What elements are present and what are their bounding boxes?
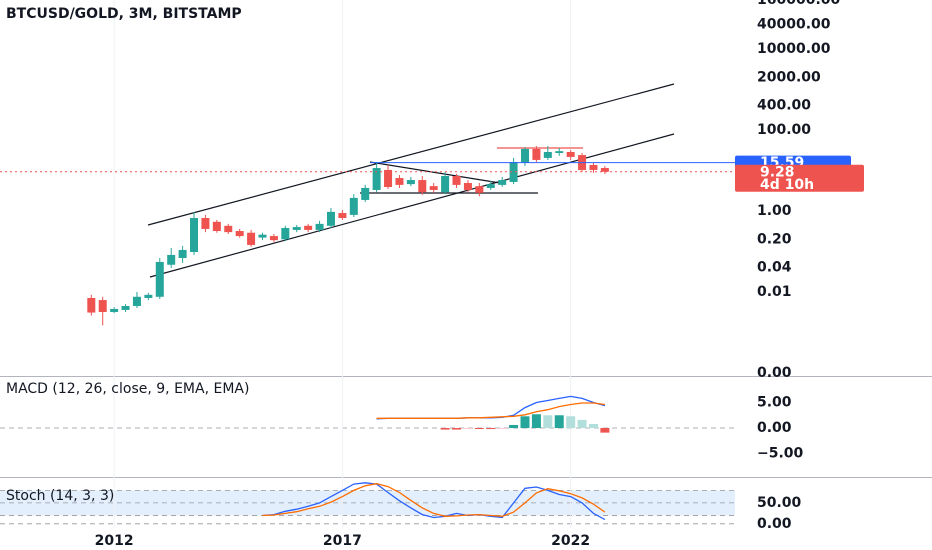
candle-body [121,306,130,310]
candle-body [235,231,244,237]
candle-body [132,296,141,307]
histogram-bar [577,419,587,429]
candle-body [361,187,370,200]
y-tick-label: 0.20 [757,231,792,247]
candle-body [269,236,278,241]
candle-body [167,254,176,265]
candle-body [155,261,164,297]
candle-body [452,176,461,185]
candle-body [304,225,313,230]
candle-body [566,151,575,157]
candle-body [281,227,290,240]
candle-body [600,168,609,172]
histogram-bar [600,428,610,433]
y-tick-label: 2000.00 [757,69,821,85]
candle-body [98,300,107,312]
histogram-bar [566,416,576,429]
candle-body [87,297,96,313]
histogram-bar [531,414,541,429]
candle-body [395,178,404,185]
price-tag [735,164,864,192]
y-tick-label: 0.00 [757,365,792,381]
candle-body [532,148,541,160]
y-tick-label: 400.00 [757,98,811,114]
candle-body [555,151,564,154]
candle-body [418,180,427,193]
y-tick-label: 1.00 [757,203,792,219]
candle-body [406,180,415,185]
histogram-bar [497,428,507,430]
candle-body [486,184,495,188]
histogram-bar [486,428,496,430]
chart-title: BTCUSD/GOLD, 3M, BITSTAMP [6,6,242,22]
candle-body [509,161,518,182]
candle-body [201,218,210,229]
x-tick-label: 2012 [95,533,134,549]
y-tick-label: 10000.00 [757,41,831,57]
trend-line [147,83,675,226]
candle-body [441,176,450,193]
y-tick-label: −5.00 [757,446,804,462]
drawings [147,83,675,278]
histogram-bar [543,415,553,429]
trend-line [369,161,501,184]
y-tick-label: 100.00 [757,122,811,138]
candle-body [326,211,335,226]
candle-body [589,164,598,170]
y-tick-label: 0.00 [757,516,792,532]
x-tick-label: 2022 [551,533,590,549]
histogram-bar [554,415,564,429]
y-tick-label: 0.04 [757,260,792,276]
d-line [262,483,606,517]
signal-line [376,402,605,419]
y-tick-label: 5.00 [757,395,792,411]
indicator-title: Stoch (14, 3, 3) [6,488,114,504]
trend-line [149,133,675,278]
candle-body [543,151,552,158]
histogram-bar [440,428,450,430]
candle-body [144,294,153,298]
candle-body [224,225,233,233]
candle-body [292,227,301,230]
y-tick-label: 0.01 [757,284,792,300]
countdown-label: 4d 10h [760,177,814,193]
y-tick-label: 160000.00 [757,0,841,8]
candle-body [258,234,267,238]
k-line [262,482,606,521]
grid-layer [0,0,735,528]
candle-body [178,249,187,258]
candle-body [463,183,472,190]
candle-body [110,308,119,312]
histogram-bar [474,428,484,430]
candle-body [384,169,393,188]
histogram-bar [509,424,519,429]
candle-body [521,148,529,163]
y-tick-label: 0.00 [757,420,792,436]
candle-body [372,168,381,190]
histogram-bar [452,428,462,430]
price-tag-label: 9.28 [760,164,795,180]
histogram-bar [463,428,473,430]
histogram-bar [520,416,530,429]
candle-body [190,218,199,252]
histogram-bar [588,423,598,429]
candle-body [212,221,221,232]
y-tick-label: 40000.00 [757,17,831,33]
y-tick-label: 50.00 [757,495,802,511]
candle-body [429,186,438,190]
indicator-title: MACD (12, 26, close, 9, EMA, EMA) [6,381,249,397]
candle-body [315,223,324,230]
candle-body [475,186,484,193]
candle-body [247,232,256,245]
x-tick-label: 2017 [323,533,362,549]
candle-body [338,213,347,219]
candle-body [498,180,507,185]
plot-layer [0,146,735,521]
candle-body [349,197,358,215]
